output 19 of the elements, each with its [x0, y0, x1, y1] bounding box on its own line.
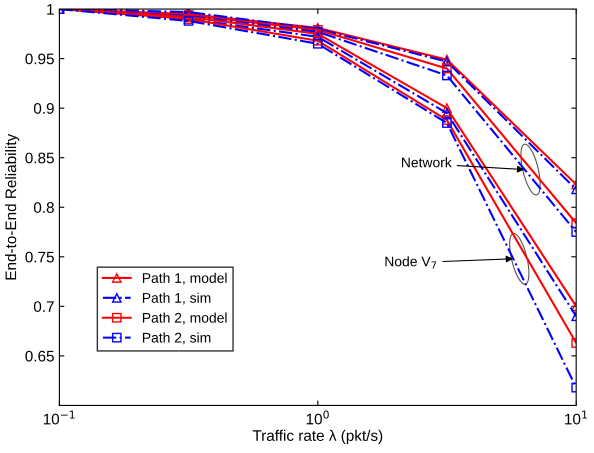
x-tick-label: 10$^{−1}$ — [44, 410, 75, 424]
x-tick-label: 10$^{0}$ — [306, 410, 329, 424]
x-axis-title: Traffic rate λ (pkt/s) — [252, 430, 382, 444]
y-tick-label: 0.75 — [25, 252, 54, 262]
legend-label: Path 1, sim — [142, 292, 210, 304]
legend-label: Path 2, model — [142, 312, 227, 324]
y-tick-label: 0.7 — [34, 301, 54, 312]
annotation: Node V$_{7}$ — [385, 256, 436, 269]
x-tick-label: 10$^{1}$ — [565, 410, 587, 424]
y-tick-label: 0.95 — [25, 53, 54, 64]
y-tick-label: 0.8 — [34, 202, 54, 213]
legend-label: Path 2, sim — [142, 332, 210, 344]
y-tick-label: 1 — [47, 4, 54, 15]
annotation: Network — [402, 157, 452, 168]
y-tick-label: 0.65 — [25, 350, 54, 362]
y-axis-title: End-to-End Reliability — [5, 134, 20, 280]
y-tick-label: 0.85 — [25, 152, 54, 164]
legend-label: Path 1, model — [142, 272, 227, 285]
y-tick-label: 0.9 — [34, 103, 54, 114]
